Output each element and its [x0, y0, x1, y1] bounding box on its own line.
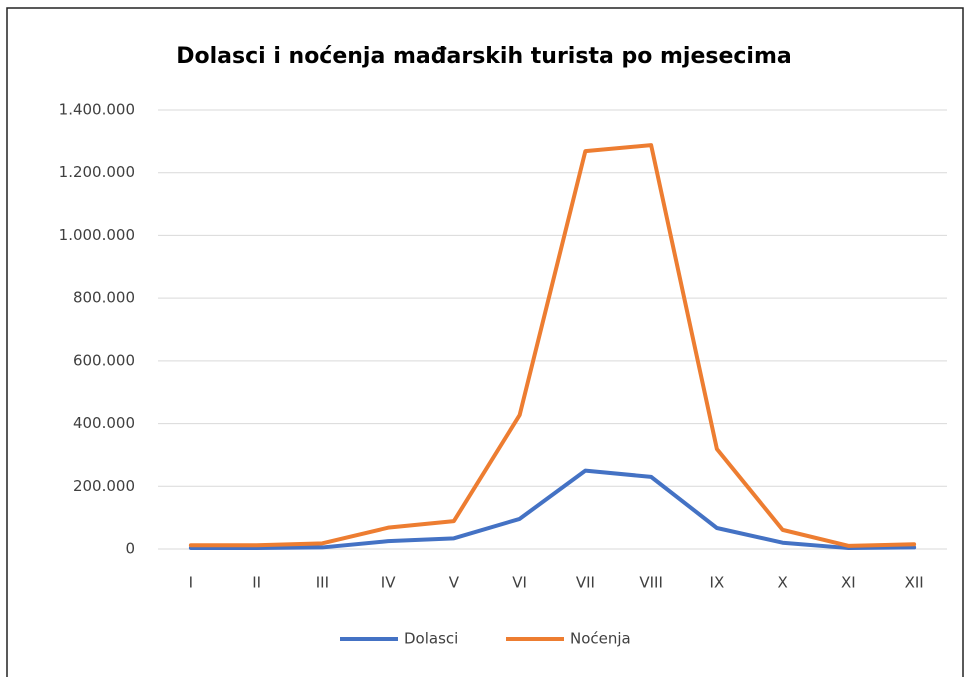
y-tick-label: 400.000 [73, 414, 135, 432]
x-tick-label: III [316, 574, 329, 592]
y-tick-label: 200.000 [73, 477, 135, 495]
x-tick-label: V [449, 574, 460, 592]
x-tick-label: XI [841, 574, 856, 592]
line-series [188, 468, 917, 551]
x-tick-label: IV [381, 574, 396, 592]
legend-label: Dolasci [404, 630, 458, 648]
x-tick-label: II [252, 574, 261, 592]
y-tick-label: 1.200.000 [59, 163, 135, 181]
y-tick-label: 0 [125, 540, 135, 558]
x-tick-label: X [777, 574, 787, 592]
x-tick-label: VII [576, 574, 595, 592]
y-tick-label: 1.000.000 [59, 226, 135, 244]
chart-border [6, 7, 964, 679]
line-series [188, 143, 917, 548]
x-tick-label: I [189, 574, 193, 592]
y-tick-label: 600.000 [73, 351, 135, 369]
chart-title: Dolasci i noćenja mađarskih turista po m… [176, 44, 792, 69]
x-tick-label: XII [905, 574, 924, 592]
y-tick-label: 800.000 [73, 289, 135, 307]
x-tick-label: IX [710, 574, 725, 592]
y-tick-label: 1.400.000 [59, 101, 135, 119]
x-tick-label: VIII [639, 574, 663, 592]
x-tick-label: VI [512, 574, 527, 592]
legend-label: Noćenja [570, 630, 631, 648]
